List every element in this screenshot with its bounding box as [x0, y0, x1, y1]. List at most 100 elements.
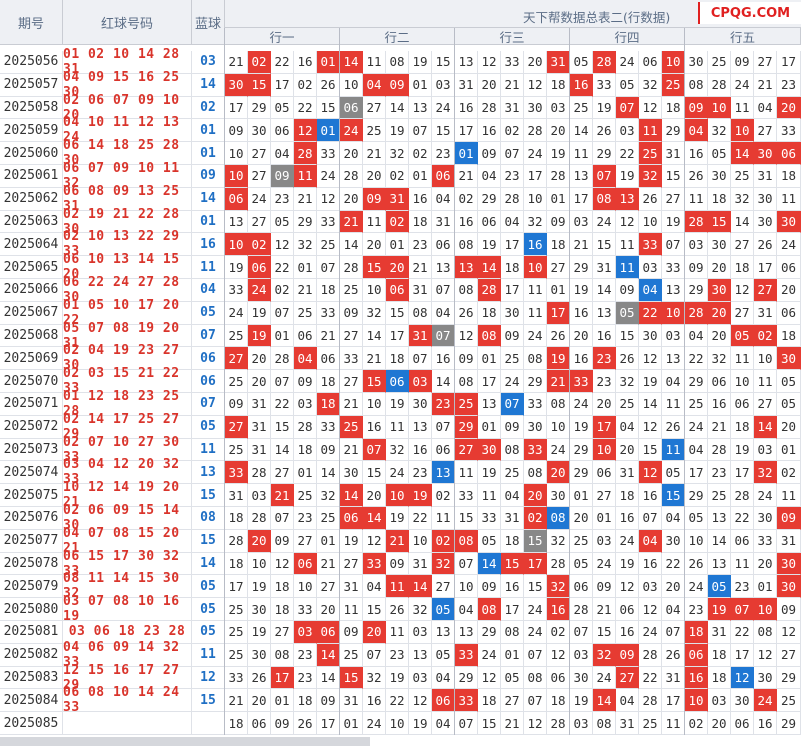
red-balls-cell: 05 07 08 19 20 31	[63, 321, 192, 351]
header-period[interactable]: 期号	[0, 0, 63, 45]
number-cell: 05	[432, 643, 455, 667]
number-cell: 30	[639, 324, 662, 348]
period-cell: 2025071	[0, 393, 63, 416]
number-cell: 06	[570, 575, 593, 599]
number-cell: 21	[455, 165, 478, 188]
number-cell: 24	[501, 370, 524, 393]
number-cell: 18	[271, 598, 294, 621]
number-cell: 27	[455, 438, 478, 462]
period-cell: 2025076	[0, 507, 63, 530]
number-cell: 26	[662, 643, 685, 667]
number-cell: 19	[616, 552, 639, 576]
number-cell: 20	[708, 256, 731, 279]
number-cell: 10	[409, 529, 432, 553]
number-cell: 15	[340, 666, 363, 690]
number-cell: 24	[593, 666, 616, 690]
number-cell: 17	[524, 165, 547, 188]
number-cell: 09	[271, 712, 294, 735]
number-cell: 09	[731, 51, 754, 74]
number-cell: 04	[685, 119, 708, 143]
number-cell: 15	[524, 529, 547, 553]
number-cell: 05	[777, 370, 801, 393]
number-cell: 06	[432, 165, 455, 188]
number-cell: 11	[777, 187, 801, 211]
number-cell: 01	[409, 73, 432, 97]
number-cell: 15	[639, 438, 662, 462]
number-cell: 02	[248, 51, 271, 74]
number-cell: 27	[731, 301, 754, 325]
number-cell: 27	[225, 415, 248, 439]
number-cell: 27	[363, 96, 386, 120]
number-cell: 18	[409, 210, 432, 234]
number-cell: 25	[340, 415, 363, 439]
number-cell: 04	[501, 484, 524, 507]
number-cell: 17	[271, 73, 294, 97]
number-cell: 15	[363, 461, 386, 485]
number-cell: 11	[662, 393, 685, 416]
number-cell: 25	[294, 484, 317, 507]
header-red-balls[interactable]: 红球号码	[63, 0, 192, 45]
number-cell: 25	[685, 393, 708, 416]
number-cell: 16	[409, 438, 432, 462]
number-cell: 15	[248, 73, 271, 97]
number-cell: 14	[754, 415, 777, 439]
number-cell: 16	[570, 301, 593, 325]
number-cell: 08	[478, 598, 501, 621]
number-cell: 07	[639, 507, 662, 530]
number-cell: 02	[248, 233, 271, 257]
number-cell: 16	[754, 712, 777, 735]
number-cell: 12	[731, 279, 754, 302]
number-cell: 01	[547, 279, 570, 302]
number-cell: 01	[386, 233, 409, 257]
number-cell: 17	[570, 187, 593, 211]
number-cell: 16	[432, 347, 455, 371]
number-cell: 16	[455, 96, 478, 120]
red-balls-cell: 01 12 18 23 25 28	[63, 389, 192, 419]
number-cell: 30	[731, 689, 754, 713]
number-cell: 30	[248, 643, 271, 667]
number-cell: 32	[409, 598, 432, 621]
number-cell: 32	[363, 301, 386, 325]
number-cell: 17	[317, 712, 340, 735]
number-cell: 33	[317, 415, 340, 439]
number-cell: 08	[593, 187, 616, 211]
number-cell: 26	[639, 187, 662, 211]
number-cell: 21	[225, 689, 248, 713]
number-cell: 30	[662, 529, 685, 553]
number-cell: 01	[317, 51, 340, 74]
number-cell: 14	[409, 575, 432, 599]
number-cell: 11	[731, 552, 754, 576]
number-cell: 05	[501, 666, 524, 690]
number-cell: 25	[570, 96, 593, 120]
number-cell: 22	[409, 507, 432, 530]
number-cell: 17	[478, 370, 501, 393]
number-cell: 23	[708, 461, 731, 485]
number-cell: 08	[386, 51, 409, 74]
number-cell: 04	[363, 73, 386, 97]
red-balls-cell: 06 22 24 27 28 30	[63, 275, 192, 305]
number-cell: 23	[294, 507, 317, 530]
number-cell: 12	[639, 598, 662, 621]
number-cell: 07	[731, 598, 754, 621]
number-cell: 03	[294, 393, 317, 416]
number-cell: 08	[501, 438, 524, 462]
number-cell: 18	[478, 301, 501, 325]
number-cell: 24	[317, 165, 340, 188]
horizontal-scrollbar[interactable]	[0, 737, 370, 746]
number-cell: 06	[294, 552, 317, 576]
blue-ball-cell: 13	[192, 461, 225, 485]
number-cell: 20	[616, 438, 639, 462]
number-cell: 10	[708, 96, 731, 120]
header-blue-ball[interactable]: 蓝球	[192, 0, 225, 45]
number-cell: 21	[271, 484, 294, 507]
number-cell: 19	[731, 438, 754, 462]
period-cell: 2025075	[0, 484, 63, 507]
number-cell: 26	[547, 324, 570, 348]
blue-ball-cell: 12	[192, 666, 225, 690]
blue-ball-cell: 08	[192, 507, 225, 530]
number-cell: 20	[524, 51, 547, 74]
number-cell: 24	[524, 621, 547, 644]
number-cell: 17	[501, 279, 524, 302]
number-cell: 10	[225, 233, 248, 257]
number-cell: 27	[271, 621, 294, 644]
